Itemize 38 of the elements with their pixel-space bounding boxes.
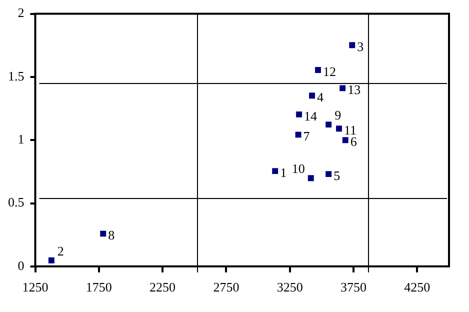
point <box>308 175 314 182</box>
annotation: 13 <box>348 82 361 98</box>
point <box>48 257 54 264</box>
x-tick-label: 2750 <box>213 280 240 295</box>
annotation: 14 <box>304 108 318 124</box>
point <box>326 171 332 178</box>
annotation: 4 <box>317 90 324 105</box>
x-tick-label: 1250 <box>22 280 48 295</box>
point <box>309 92 315 99</box>
annotation: 12 <box>323 64 336 80</box>
point <box>336 126 342 132</box>
point <box>100 230 106 237</box>
annotation: 10 <box>292 161 305 176</box>
x-tick-label: 3750 <box>340 280 367 295</box>
point <box>349 42 356 48</box>
y-tick-label: 2 <box>18 5 24 20</box>
point <box>340 85 346 92</box>
annotation: 7 <box>303 128 310 144</box>
point <box>296 111 302 118</box>
x-tick-label: 2250 <box>150 280 176 295</box>
y-tick-label: 0 <box>18 258 24 273</box>
annotation: 2 <box>57 243 64 258</box>
y-tick-label: 0.5 <box>8 194 24 210</box>
point <box>342 137 348 144</box>
annotation: 9 <box>334 108 342 123</box>
annotation: 3 <box>357 39 364 54</box>
x-tick-label: 1750 <box>86 280 112 295</box>
x-tick-label: 4250 <box>404 280 430 295</box>
point <box>326 122 332 128</box>
x-tick-label: 3250 <box>276 280 303 295</box>
point <box>315 67 321 73</box>
y-tick-label: 1 <box>18 132 24 147</box>
annotation: 8 <box>108 228 115 243</box>
y-tick-label: 1.5 <box>8 68 24 84</box>
annotation: 5 <box>334 168 340 184</box>
point <box>295 132 302 138</box>
annotation: 1 <box>280 165 287 180</box>
point <box>272 168 278 174</box>
